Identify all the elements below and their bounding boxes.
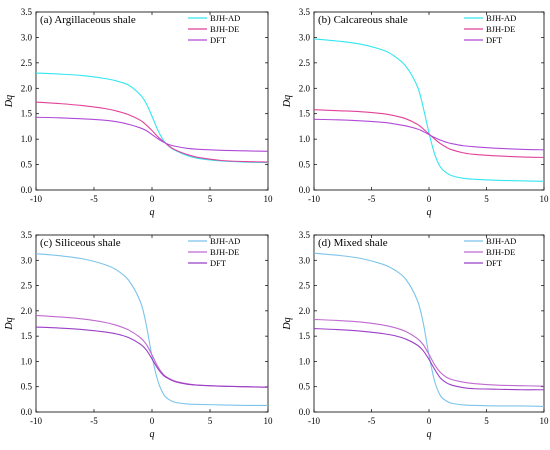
series-line-bjh-de <box>35 314 269 388</box>
x-tick-label: -5 <box>90 416 98 426</box>
legend-entry: DFT <box>210 35 227 45</box>
y-tick-label: 2.0 <box>21 83 33 93</box>
chart-panel-3: 0.0 0.5 1.0 1.5 2.0 2.5 3.0 3.5 -10 -5 0 5 10 q Dq (c) … <box>4 230 273 440</box>
y-tick-label: 0.0 <box>299 407 311 417</box>
y-tick-label: 1.5 <box>299 109 311 119</box>
y-tick-label: 0.5 <box>299 382 311 392</box>
y-axis-label: Dq <box>4 317 15 330</box>
plot-frame <box>35 11 269 191</box>
x-axis-label: q <box>150 429 155 440</box>
legend-entry: BJH-AD <box>486 13 516 23</box>
x-tick-label: 0 <box>427 416 432 426</box>
y-tick-label: 0.5 <box>299 160 311 170</box>
legend-entry: BJH-DE <box>486 247 515 257</box>
x-axis-label: q <box>150 207 155 218</box>
legend-entry: BJH-DE <box>486 24 515 34</box>
y-tick-label: 3.5 <box>21 230 33 240</box>
chart-panel-1: 0.0 0.5 1.0 1.5 2.0 2.5 3.0 3.5 -10 -5 0 5 10 q Dq (a) … <box>4 7 273 218</box>
y-tick-label: 0.5 <box>21 382 33 392</box>
series-line-dft <box>313 118 545 151</box>
y-tick-label: 2.5 <box>299 281 311 291</box>
legend-entry: DFT <box>486 35 503 45</box>
y-tick-label: 0.5 <box>21 160 33 170</box>
legend-entry: BJH-AD <box>486 236 516 246</box>
legend-entry: DFT <box>210 258 227 268</box>
y-tick-label: 2.0 <box>299 306 311 316</box>
y-axis-label: Dq <box>282 317 293 330</box>
y-tick-label: 2.0 <box>299 83 311 93</box>
y-tick-label: 0.0 <box>21 407 33 417</box>
x-tick-label: 5 <box>484 416 489 426</box>
y-tick-label: 2.0 <box>21 306 33 316</box>
y-tick-label: 2.5 <box>21 281 33 291</box>
panel-title: (d) Mixed shale <box>318 237 388 249</box>
chart-panel-2: 0.0 0.5 1.0 1.5 2.0 2.5 3.0 3.5 -10 -5 0 5 10 q Dq (b) … <box>282 7 549 218</box>
y-tick-label: 3.0 <box>299 255 311 265</box>
y-tick-label: 3.0 <box>21 32 33 42</box>
x-tick-label: 10 <box>540 194 550 204</box>
x-axis-label: q <box>427 207 432 218</box>
series-line-bjh-de <box>35 101 269 163</box>
x-tick-label: -10 <box>308 416 320 426</box>
series-line-bjh-de <box>313 109 545 158</box>
panel-title: (a) Argillaceous shale <box>40 14 136 26</box>
chart-panel-4: 0.0 0.5 1.0 1.5 2.0 2.5 3.0 3.5 -10 -5 0 5 10 q Dq (d) … <box>282 230 549 440</box>
y-tick-label: 3.5 <box>299 7 311 17</box>
x-axis-label: q <box>427 429 432 440</box>
y-tick-label: 2.5 <box>21 58 33 68</box>
x-tick-label: 5 <box>208 194 213 204</box>
y-tick-label: 0.0 <box>21 185 33 195</box>
x-tick-label: -5 <box>368 416 376 426</box>
x-tick-label: -10 <box>30 194 42 204</box>
panel-title: (b) Calcareous shale <box>318 14 408 26</box>
plot-frame <box>313 11 545 191</box>
y-tick-label: 3.0 <box>21 255 33 265</box>
y-tick-label: 1.0 <box>299 356 311 366</box>
legend-entry: BJH-DE <box>210 247 239 257</box>
series-line-bjh-ad <box>35 253 269 407</box>
panel-title: (c) Siliceous shale <box>40 237 121 249</box>
legend-entry: BJH-AD <box>210 236 240 246</box>
series-line-bjh-ad <box>313 38 545 182</box>
x-tick-label: -5 <box>368 194 376 204</box>
x-tick-label: 5 <box>484 194 489 204</box>
series-line-bjh-de <box>313 318 545 387</box>
y-axis-label: Dq <box>282 95 293 108</box>
y-tick-label: 3.5 <box>21 7 33 17</box>
x-tick-label: -5 <box>90 194 98 204</box>
y-tick-label: 1.5 <box>21 109 33 119</box>
legend-entry: DFT <box>486 258 503 268</box>
x-tick-label: -10 <box>30 416 42 426</box>
y-tick-label: 3.0 <box>299 32 311 42</box>
series-line-bjh-ad <box>313 252 545 407</box>
y-tick-label: 1.5 <box>21 331 33 341</box>
series-line-bjh-ad <box>35 72 269 164</box>
series-line-dft <box>313 328 545 391</box>
y-tick-label: 1.0 <box>21 134 33 144</box>
x-tick-label: 10 <box>264 194 274 204</box>
x-tick-label: 10 <box>264 416 274 426</box>
x-tick-label: 10 <box>540 416 550 426</box>
y-tick-label: 3.5 <box>299 230 311 240</box>
x-tick-label: 5 <box>208 416 213 426</box>
legend-entry: BJH-DE <box>210 24 239 34</box>
x-tick-label: 0 <box>150 194 155 204</box>
y-tick-label: 0.0 <box>299 185 311 195</box>
plot-frame <box>35 234 269 413</box>
y-tick-label: 1.0 <box>299 134 311 144</box>
y-axis-label: Dq <box>4 95 15 108</box>
x-tick-label: -10 <box>308 194 320 204</box>
y-tick-label: 1.0 <box>21 356 33 366</box>
series-line-dft <box>35 116 269 152</box>
legend-entry: BJH-AD <box>210 13 240 23</box>
y-tick-label: 2.5 <box>299 58 311 68</box>
y-tick-label: 1.5 <box>299 331 311 341</box>
series-line-dft <box>35 326 269 388</box>
x-tick-label: 0 <box>427 194 432 204</box>
x-tick-label: 0 <box>150 416 155 426</box>
